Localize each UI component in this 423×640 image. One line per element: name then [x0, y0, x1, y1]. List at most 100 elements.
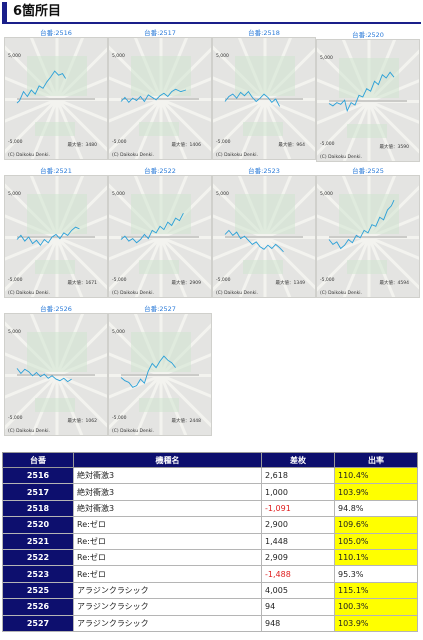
slump-graph-svg — [317, 40, 419, 161]
machine-name-cell: 絶対衝激3 — [73, 466, 262, 485]
graph-card: 台番:2517 5,000 -5,000 30,000 (C) Daikoku Denk… — [108, 28, 212, 160]
background-ray — [55, 98, 107, 152]
slump-line — [224, 229, 284, 253]
graph-machine-label: 台番:2523 — [248, 167, 280, 175]
slump-line — [120, 212, 184, 244]
background-ray — [56, 374, 107, 398]
background-ray — [5, 236, 58, 261]
max-value-label: 最大値：964 — [278, 143, 305, 148]
max-value-label: 最大値：2909 — [172, 281, 201, 286]
payout-rate-cell: 110.4% — [334, 466, 418, 485]
slump-graph-svg — [317, 176, 419, 297]
slump-line — [328, 199, 395, 250]
table-row: 2526 アラジンクラシック 94 100.3% — [2, 598, 418, 616]
slump-graph-svg — [109, 38, 211, 159]
coin-difference-cell: 948 — [261, 614, 335, 632]
y-axis-top-label: 5,000 — [112, 54, 125, 59]
machine-number-cell: 2525 — [2, 581, 74, 600]
coin-difference-cell: 94 — [261, 598, 335, 616]
slump-graph-svg — [109, 176, 211, 297]
graph-machine-label: 台番:2520 — [352, 31, 384, 39]
background-ray — [5, 374, 59, 430]
max-value-label: 最大値：2448 — [172, 419, 201, 424]
header-payout-rate: 出率 — [334, 452, 418, 468]
x-axis-label: 30,000 — [417, 240, 420, 254]
slump-line — [120, 355, 176, 388]
coin-difference-cell: 4,005 — [261, 581, 335, 600]
max-value-label: 最大値：1349 — [276, 281, 305, 286]
coin-difference-cell: 2,900 — [261, 516, 335, 534]
machine-name-cell: Re:ゼロ — [73, 548, 262, 567]
table-header-row: 台番 機種名 差枚 出率 — [2, 452, 418, 468]
background-ray — [134, 98, 163, 159]
graph-card: 台番:2525 5,000 -5,000 30,000 (C) Daikoku Denk… — [316, 166, 420, 298]
y-axis-top-label: 5,000 — [112, 330, 125, 335]
x-axis-label: 30,000 — [417, 104, 420, 118]
slump-graph: 5,000 -5,000 30,000 (C) Daikoku Denki. 最大値：1… — [212, 175, 316, 298]
slump-line — [16, 368, 72, 383]
background-ray — [317, 100, 371, 156]
y-axis-bottom-label: -5,000 — [216, 140, 231, 145]
max-value-label: 最大値：3590 — [380, 145, 409, 150]
max-value-label: 最大値：1671 — [68, 281, 97, 286]
payout-rate-cell: 95.3% — [334, 565, 418, 583]
background-ray — [263, 98, 292, 159]
background-ray — [238, 98, 267, 159]
background-ray — [263, 236, 315, 290]
y-axis-top-label: 5,000 — [8, 54, 21, 59]
background-ray — [109, 98, 162, 123]
machine-number-cell: 2521 — [2, 532, 74, 550]
background-decoration — [35, 122, 75, 136]
background-decoration — [243, 122, 283, 136]
payout-rate-cell: 105.0% — [334, 532, 418, 550]
y-axis-bottom-label: -5,000 — [320, 278, 335, 283]
max-value-number: 3480 — [85, 143, 97, 148]
max-value-prefix: 最大値： — [171, 143, 190, 148]
background-ray — [159, 236, 211, 290]
max-value-label: 最大値：1406 — [172, 143, 201, 148]
machine-number-cell: 2527 — [2, 614, 74, 632]
background-ray — [55, 98, 84, 159]
max-value-number: 2448 — [189, 419, 201, 424]
table-row: 2527 アラジンクラシック 948 103.9% — [2, 614, 418, 632]
max-value-number: 1671 — [85, 281, 97, 286]
y-axis-top-label: 5,000 — [216, 54, 229, 59]
graph-card: 台番:2520 5,000 -5,000 30,000 (C) Daikoku Denk… — [316, 30, 420, 162]
slump-graph-svg — [213, 38, 315, 159]
background-decoration — [347, 124, 387, 138]
y-axis-bottom-label: -5,000 — [112, 416, 127, 421]
background-decoration — [35, 398, 75, 412]
coin-difference-cell: 1,000 — [261, 483, 335, 501]
section-title: 6箇所目 — [2, 2, 421, 24]
background-decoration — [347, 260, 387, 274]
y-axis-top-label: 5,000 — [8, 192, 21, 197]
background-ray — [159, 98, 211, 152]
max-value-prefix: 最大値： — [67, 143, 86, 148]
background-ray — [55, 236, 107, 290]
background-decoration — [35, 260, 75, 274]
copyright-text: (C) Daikoku Denki. — [8, 153, 50, 158]
background-ray — [263, 98, 315, 152]
max-value-prefix: 最大値： — [67, 419, 86, 424]
machine-name-cell: 絶対衝激3 — [73, 483, 262, 501]
max-value-prefix: 最大値： — [379, 145, 398, 150]
max-value-number: 1406 — [189, 143, 201, 148]
background-ray — [213, 98, 266, 123]
graph-machine-label: 台番:2525 — [352, 167, 384, 175]
coin-difference-cell: 2,618 — [261, 466, 335, 485]
slump-graph-svg — [5, 314, 107, 435]
background-ray — [55, 374, 84, 435]
y-axis-top-label: 5,000 — [216, 192, 229, 197]
background-ray — [367, 100, 396, 161]
graph-machine-label: 台番:2527 — [144, 305, 176, 313]
machine-number-cell: 2526 — [2, 598, 74, 616]
background-decoration — [139, 398, 179, 412]
table-row: 2517 絶対衝激3 1,000 103.9% — [2, 483, 418, 501]
max-value-number: 964 — [296, 143, 305, 148]
y-axis-top-label: 5,000 — [320, 192, 333, 197]
background-decoration — [131, 56, 191, 96]
max-value-label: 最大値：1062 — [68, 419, 97, 424]
background-ray — [30, 236, 59, 297]
copyright-text: (C) Daikoku Denki. — [320, 155, 362, 160]
background-ray — [160, 374, 211, 398]
